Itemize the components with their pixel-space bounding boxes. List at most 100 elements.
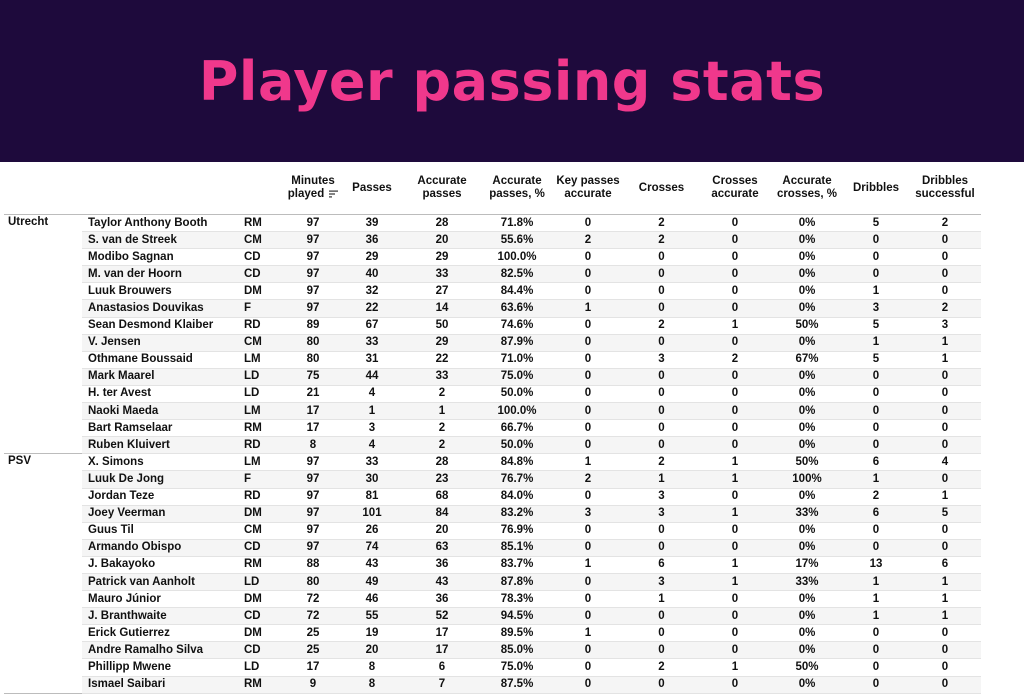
key-passes-cell: 0 <box>552 282 624 301</box>
dribbles-successful-cell: 0 <box>909 385 981 404</box>
table-row: J. Branthwaite CD 72 55 52 94.5% 0 0 0 0% 1 1 <box>4 607 1024 626</box>
table-row: Armando Obispo CD 97 74 63 85.1% 0 0 0 0% 0 0 <box>4 539 1024 557</box>
minutes-played-cell: 75 <box>284 368 342 386</box>
table-row: Luuk De Jong F 97 30 23 76.7% 2 1 1 100% 1 0 <box>4 470 1024 489</box>
player-name-cell: Erick Gutierrez <box>82 624 240 643</box>
dribbles-successful-cell: 2 <box>909 213 981 233</box>
dribbles-successful-cell: 5 <box>909 505 981 523</box>
dribbles-successful-cell: 2 <box>909 299 981 318</box>
accurate-passes-pct-cell: 87.9% <box>482 334 552 352</box>
player-name-cell: Naoki Maeda <box>82 402 240 421</box>
accurate-crosses-pct-cell: 33% <box>771 505 843 523</box>
player-position-cell: RM <box>240 556 284 574</box>
accurate-passes-cell: 33 <box>402 368 482 386</box>
accurate-crosses-pct-cell: 0% <box>771 436 843 455</box>
minutes-played-cell: 97 <box>284 488 342 506</box>
crosses-cell: 0 <box>624 334 699 352</box>
dribbles-successful-cell: 0 <box>909 436 981 455</box>
dribbles-cell: 5 <box>843 213 909 233</box>
header-passes[interactable]: Passes <box>342 162 402 215</box>
crosses-cell: 0 <box>624 368 699 386</box>
header-accurate-crosses-pct[interactable]: Accurate crosses, % <box>771 162 843 215</box>
player-position-cell: LM <box>240 402 284 421</box>
header-crosses-accurate[interactable]: Crosses accurate <box>699 162 771 215</box>
header-accurate-passes[interactable]: Accurate passes <box>402 162 482 215</box>
crosses-cell: 1 <box>624 470 699 489</box>
passes-cell: 19 <box>342 624 402 643</box>
accurate-crosses-pct-cell: 0% <box>771 402 843 421</box>
passes-cell: 26 <box>342 522 402 540</box>
minutes-played-cell: 97 <box>284 505 342 523</box>
passes-cell: 74 <box>342 539 402 557</box>
crosses-accurate-cell: 1 <box>699 556 771 574</box>
player-position-cell: CM <box>240 522 284 540</box>
player-name-cell: H. ter Avest <box>82 385 240 404</box>
dribbles-cell: 0 <box>843 436 909 455</box>
accurate-crosses-pct-cell: 0% <box>771 231 843 250</box>
crosses-cell: 0 <box>624 299 699 318</box>
player-name-cell: Modibo Sagnan <box>82 248 240 267</box>
player-position-cell: RD <box>240 317 284 335</box>
sort-descending-icon[interactable] <box>329 190 339 198</box>
header-dribbles-successful[interactable]: Dribbles successful <box>909 162 981 215</box>
player-position-cell: RM <box>240 419 284 438</box>
player-name-cell: Ismael Saibari <box>82 676 240 694</box>
key-passes-cell: 0 <box>552 488 624 506</box>
passes-cell: 49 <box>342 573 402 592</box>
key-passes-cell: 0 <box>552 676 624 694</box>
header-banner: Player passing stats <box>0 0 1024 162</box>
table-row: Phillipp Mwene LD 17 8 6 75.0% 0 2 1 50% 0 0 <box>4 658 1024 677</box>
minutes-played-cell: 88 <box>284 556 342 574</box>
crosses-accurate-cell: 0 <box>699 282 771 301</box>
player-name-cell: Mauro Júnior <box>82 590 240 609</box>
player-name-cell: S. van de Streek <box>82 231 240 250</box>
player-position-cell: LM <box>240 453 284 472</box>
accurate-passes-pct-cell: 82.5% <box>482 265 552 284</box>
key-passes-cell: 0 <box>552 351 624 369</box>
minutes-played-cell: 72 <box>284 590 342 609</box>
key-passes-cell: 0 <box>552 419 624 438</box>
dribbles-successful-cell: 0 <box>909 676 981 694</box>
key-passes-cell: 0 <box>552 334 624 352</box>
crosses-cell: 0 <box>624 265 699 284</box>
accurate-crosses-pct-cell: 67% <box>771 351 843 369</box>
crosses-cell: 2 <box>624 658 699 677</box>
minutes-played-cell: 97 <box>284 539 342 557</box>
accurate-passes-pct-cell: 89.5% <box>482 624 552 643</box>
accurate-crosses-pct-cell: 100% <box>771 470 843 489</box>
accurate-passes-cell: 52 <box>402 607 482 626</box>
header-key-passes[interactable]: Key passes accurate <box>552 162 624 215</box>
crosses-accurate-cell: 1 <box>699 573 771 592</box>
table-row: Ruben Kluivert RD 8 4 2 50.0% 0 0 0 0% 0 0 <box>4 436 1024 455</box>
table-row: Anastasios Douvikas F 97 22 14 63.6% 1 0 0 0% 3 2 <box>4 299 1024 318</box>
minutes-played-cell: 97 <box>284 213 342 233</box>
header-crosses[interactable]: Crosses <box>624 162 699 215</box>
table-row: Patrick van Aanholt LD 80 49 43 87.8% 0 3 1 33% 1 1 <box>4 573 1024 592</box>
minutes-played-cell: 9 <box>284 676 342 694</box>
passes-cell: 36 <box>342 231 402 250</box>
crosses-accurate-cell: 0 <box>699 607 771 626</box>
header-dribbles[interactable]: Dribbles <box>843 162 909 215</box>
header-accurate-passes-pct[interactable]: Accurate passes, % <box>482 162 552 215</box>
crosses-cell: 3 <box>624 351 699 369</box>
key-passes-cell: 0 <box>552 436 624 455</box>
crosses-accurate-cell: 0 <box>699 641 771 660</box>
dribbles-cell: 1 <box>843 470 909 489</box>
team-name: Utrecht <box>4 214 82 455</box>
crosses-cell: 0 <box>624 282 699 301</box>
table-row: V. Jensen CM 80 33 29 87.9% 0 0 0 0% 1 1 <box>4 334 1024 352</box>
accurate-passes-cell: 50 <box>402 317 482 335</box>
dribbles-successful-cell: 0 <box>909 231 981 250</box>
key-passes-cell: 2 <box>552 231 624 250</box>
passing-stats-table: Minutes played Passes Accurate passes Ac… <box>4 162 1024 694</box>
player-name-cell: J. Branthwaite <box>82 607 240 626</box>
passes-cell: 3 <box>342 419 402 438</box>
minutes-played-cell: 80 <box>284 573 342 592</box>
header-minutes-played[interactable]: Minutes played <box>284 162 342 215</box>
passes-cell: 20 <box>342 641 402 660</box>
accurate-passes-cell: 20 <box>402 231 482 250</box>
minutes-played-cell: 97 <box>284 299 342 318</box>
dribbles-cell: 6 <box>843 453 909 472</box>
crosses-accurate-cell: 0 <box>699 299 771 318</box>
header-team <box>4 162 82 215</box>
